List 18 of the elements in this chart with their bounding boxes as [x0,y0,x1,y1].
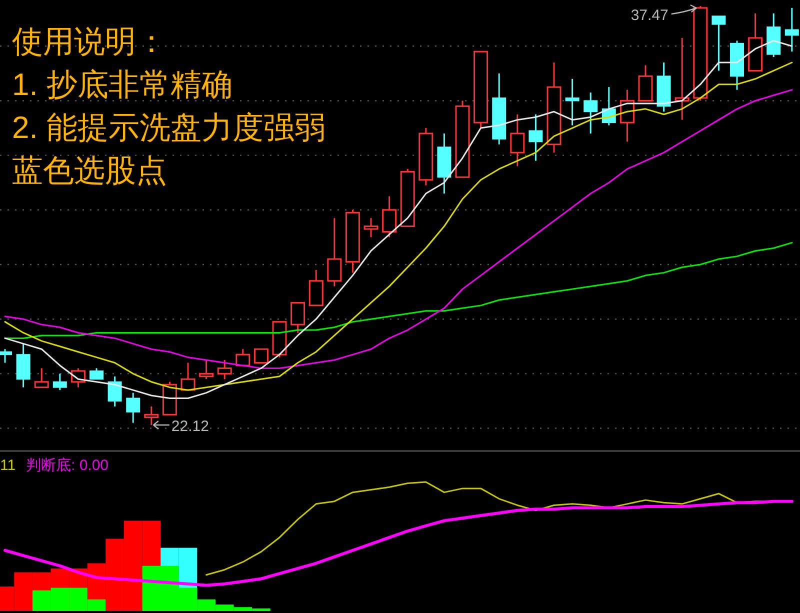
candlestick [528,114,543,162]
chart-title: 判断底: 0.00 [26,457,109,474]
annotation: 2. 能提示洗盘力度强弱 [12,110,326,145]
candlestick [510,114,525,167]
annotation: 蓝色选股点 [12,153,167,188]
candlestick [108,376,122,408]
text: 11 [0,457,16,474]
candlestick [126,392,140,424]
annotation: 22.12 [171,418,209,435]
candlestick [327,217,342,288]
text: 使用说明： [12,24,167,59]
candlestick [784,7,799,52]
annotation: 1. 抄底非常精确 [12,67,232,102]
candlestick [565,78,580,126]
candlestick [546,62,562,154]
candlestick [144,406,159,426]
candlestick [584,92,598,134]
annotation: 37.47 [630,7,668,24]
